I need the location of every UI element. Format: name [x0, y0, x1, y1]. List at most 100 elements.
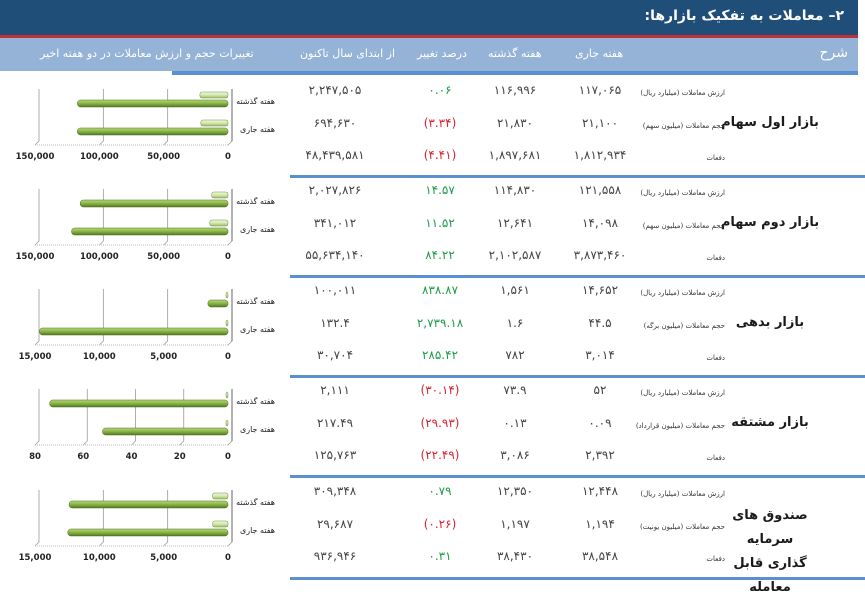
header-underline	[172, 71, 858, 75]
category-label: هفته گذشته	[236, 96, 275, 106]
metric-label: ارزش معاملات (میلیارد ریال)	[640, 89, 725, 97]
gridline	[99, 490, 104, 547]
ytd-value: ۳۰۹,۳۴۸	[313, 484, 357, 498]
metric-label: دفعات	[706, 454, 725, 462]
ytd-value: ۲۱۷.۴۹	[316, 416, 354, 430]
gridline	[227, 189, 233, 246]
bar-volume	[225, 419, 229, 427]
ytd-value: ۶۹۴,۶۳۰	[313, 116, 357, 130]
category-label: هفته گذشته	[236, 296, 275, 306]
previous-week-value: ۳,۰۸۶	[500, 448, 530, 462]
previous-week-value: ۲,۱۰۲,۵۸۷	[488, 248, 542, 262]
tick-label: 40	[126, 452, 138, 462]
tick-label: 50,000	[147, 252, 180, 262]
edge-marker	[855, 375, 865, 378]
tick-label: 0	[225, 553, 231, 563]
current-week-value: ۳,۸۷۳,۴۶۰	[573, 248, 627, 262]
ytd-value: ۱۰۰,۰۱۱	[313, 283, 357, 297]
bar-chart: 0 50,000 100,000 150,000 هفته گذشته هفته جاری	[16, 189, 275, 262]
previous-week-value: ۱۱۴,۸۳۰	[493, 183, 537, 197]
bar-volume	[199, 91, 229, 99]
tick-label: 0	[225, 452, 231, 462]
gridline	[99, 89, 104, 146]
gridline	[99, 189, 104, 246]
gridline	[179, 389, 185, 446]
bar-volume	[225, 291, 229, 299]
bar-volume	[211, 191, 229, 199]
ytd-value: ۴۸,۴۳۹,۵۸۱	[305, 148, 365, 162]
category-label: هفته گذشته	[236, 396, 275, 406]
tick-label: 5,000	[150, 553, 177, 563]
previous-week-value: ۲۱,۸۳۰	[496, 116, 534, 130]
percent-change-value: ۰.۰۶	[428, 83, 452, 97]
header-percent-change: درصد تغییر	[417, 47, 467, 60]
current-week-value: ۰.۰۹	[588, 416, 612, 430]
gridline	[34, 289, 40, 346]
gridline	[34, 89, 40, 146]
gridline	[163, 189, 169, 246]
current-week-value: ۱۲,۴۴۸	[581, 484, 619, 498]
section-divider	[290, 275, 858, 278]
previous-week-value: ۱.۶	[506, 316, 524, 330]
gridline	[34, 490, 40, 547]
previous-week-value: ۱,۱۹۷	[500, 517, 530, 531]
gridline	[163, 289, 169, 346]
tick-label: 10,000	[83, 553, 116, 563]
tick-label: 20	[174, 452, 186, 462]
ytd-value: ۱۳۲.۴	[320, 316, 350, 330]
current-week-value: ۲,۳۹۲	[585, 448, 615, 462]
market-section: بازار دوم سهام ارزش معاملات (میلیارد ریال…	[0, 175, 865, 275]
previous-week-value: ۳۸,۴۳۰	[496, 549, 534, 563]
percent-change-value: ۸۳۸.۸۷	[421, 283, 459, 297]
tick-label: 0	[225, 152, 231, 162]
percent-change-value: (۳۰.۱۴)	[420, 383, 460, 397]
tick-label: 0	[225, 352, 231, 362]
percent-change-value: (۰.۲۶)	[423, 517, 457, 531]
section-divider	[290, 175, 858, 178]
metric-label: حجم معاملات (میلیون سهم)	[642, 122, 725, 130]
section-divider	[290, 375, 858, 378]
previous-week-value: ۱,۸۹۷,۶۸۱	[488, 148, 542, 162]
metric-label: دفعات	[706, 354, 725, 362]
edge-marker	[855, 577, 865, 580]
tick-label: 15,000	[19, 553, 52, 563]
gridline	[131, 389, 136, 446]
bar-value	[77, 127, 229, 136]
percent-change-value: ۱۱.۵۲	[425, 216, 455, 230]
tick-label: 5,000	[150, 352, 177, 362]
bar-volume	[212, 492, 229, 500]
tick-label: 10,000	[83, 352, 116, 362]
edge-marker	[855, 175, 865, 178]
previous-week-value: ۰.۱۳	[503, 416, 527, 430]
market-name: بازار اول سهام	[721, 115, 819, 130]
category-label: هفته جاری	[240, 125, 275, 134]
bar-volume	[225, 391, 229, 399]
current-week-value: ۱۱۷,۰۶۵	[578, 83, 622, 97]
percent-change-value: ۲۸۵.۴۲	[421, 348, 459, 362]
percent-change-value: ۱۴.۵۷	[425, 183, 455, 197]
category-label: هفته گذشته	[236, 196, 275, 206]
category-label: هفته جاری	[240, 225, 275, 234]
market-section: صندوق های سرمایه گذاری قابل معامله ارزش مع…	[0, 476, 865, 595]
metric-label: حجم معاملات (میلیون برگه)	[643, 322, 725, 330]
bar-value	[71, 227, 229, 236]
bar-value	[68, 500, 229, 509]
bar-volume	[212, 520, 229, 528]
bar-value	[207, 299, 229, 308]
bar-value	[67, 528, 229, 537]
current-week-value: ۱۴,۶۵۲	[581, 283, 619, 297]
gridline	[34, 389, 40, 446]
current-week-value: ۱,۸۱۲,۹۳۴	[573, 148, 627, 162]
header-current-week: هفته جاری	[575, 47, 624, 60]
previous-week-value: ۱۲,۶۴۱	[496, 216, 534, 230]
market-name: صندوق های سرمایه گذاری قابل معامله	[715, 504, 825, 600]
percent-change-value: ۸۴.۲۲	[425, 248, 455, 262]
ytd-value: ۳۰,۷۰۴	[316, 348, 354, 362]
gridline	[99, 289, 104, 346]
bar-chart: 0 20 40 60 80 هفته گذشته هفته جاری	[29, 389, 275, 462]
metric-label: حجم معاملات (میلیون قرارداد)	[635, 422, 725, 430]
bar-value	[77, 99, 229, 108]
bar-chart: 0 5,000 10,000 15,000 هفته گذشته هفته جاری	[19, 289, 275, 362]
percent-change-value: (۴.۴۱)	[423, 148, 457, 162]
category-label: هفته گذشته	[236, 497, 275, 507]
